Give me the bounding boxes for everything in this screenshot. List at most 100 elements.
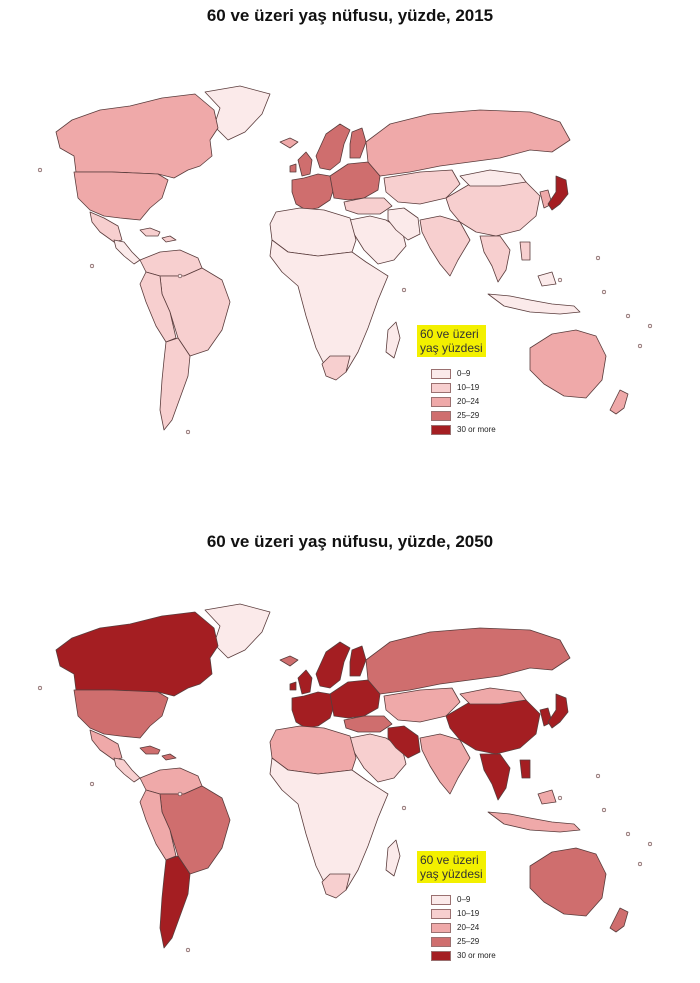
region-south-asia bbox=[419, 215, 471, 277]
island-marker bbox=[401, 287, 407, 293]
island-marker bbox=[637, 861, 643, 867]
world-map-2015 bbox=[37, 85, 653, 435]
region-canada bbox=[55, 93, 219, 179]
island-marker bbox=[647, 841, 653, 847]
island-marker bbox=[177, 273, 183, 279]
island-marker bbox=[601, 807, 607, 813]
region-greenland bbox=[204, 85, 271, 141]
region-southern-cone bbox=[159, 337, 191, 431]
region-southern-cone bbox=[159, 855, 191, 949]
legend-label: 20–24 bbox=[457, 923, 480, 932]
region-japan bbox=[547, 693, 569, 729]
world-map-2050 bbox=[37, 603, 653, 953]
region-iceland bbox=[279, 137, 299, 149]
region-southeast-asia bbox=[479, 753, 531, 801]
region-australia bbox=[529, 329, 607, 399]
legend-2015: 60 ve üzeri yaş yüzdesi 0–9 10–19 20–24 … bbox=[417, 325, 496, 437]
map-title-2050: 60 ve üzeri yaş nüfusu, yüzde, 2050 bbox=[206, 532, 494, 551]
legend-label: 0–9 bbox=[457, 895, 471, 904]
region-australia bbox=[529, 847, 607, 917]
island-marker bbox=[601, 289, 607, 295]
legend-title: 60 ve üzeri yaş yüzdesi bbox=[417, 851, 486, 883]
region-middle-east bbox=[349, 215, 407, 265]
region-uk-ireland bbox=[289, 669, 313, 695]
island-marker bbox=[595, 773, 601, 779]
region-eastern-europe bbox=[329, 161, 381, 201]
island-marker bbox=[37, 167, 43, 173]
region-madagascar bbox=[385, 321, 401, 359]
island-marker bbox=[625, 831, 631, 837]
island-marker bbox=[595, 255, 601, 261]
legend-swatch bbox=[431, 410, 451, 421]
region-uk-ireland bbox=[289, 151, 313, 177]
legend-item: 0–9 bbox=[431, 893, 496, 906]
legend-item: 10–19 bbox=[431, 381, 496, 394]
region-western-europe bbox=[291, 691, 335, 729]
legend-item: 25–29 bbox=[431, 935, 496, 948]
legend-label: 30 or more bbox=[457, 425, 496, 434]
region-central-america bbox=[113, 239, 141, 265]
legend-swatch bbox=[431, 908, 451, 919]
region-mongolia bbox=[459, 687, 527, 705]
region-madagascar bbox=[385, 839, 401, 877]
region-southeast-asia bbox=[479, 235, 531, 283]
region-turkey-caucasus bbox=[343, 715, 393, 733]
island-marker bbox=[557, 795, 563, 801]
region-caribbean bbox=[139, 227, 177, 243]
region-indonesia bbox=[487, 271, 581, 315]
island-marker bbox=[185, 947, 191, 953]
legend-label: 25–29 bbox=[457, 411, 480, 420]
region-iran bbox=[387, 207, 421, 241]
region-new-zealand bbox=[609, 907, 629, 933]
legend-title: 60 ve üzeri yaş yüzdesi bbox=[417, 325, 486, 357]
region-western-europe bbox=[291, 173, 335, 211]
legend-title-line-2: yaş yüzdesi bbox=[420, 341, 483, 355]
island-marker bbox=[557, 277, 563, 283]
region-central-america bbox=[113, 757, 141, 783]
region-japan bbox=[547, 175, 569, 211]
region-usa bbox=[73, 171, 169, 221]
legend-title-line-2: yaş yüzdesi bbox=[420, 867, 483, 881]
legend-swatch bbox=[431, 950, 451, 961]
region-canada bbox=[55, 611, 219, 697]
island-marker bbox=[401, 805, 407, 811]
island-marker bbox=[185, 429, 191, 435]
region-africa bbox=[269, 757, 389, 895]
region-eastern-europe bbox=[329, 679, 381, 719]
region-south-africa bbox=[321, 873, 351, 899]
region-new-zealand bbox=[609, 389, 629, 415]
legend-item: 10–19 bbox=[431, 907, 496, 920]
region-middle-east bbox=[349, 733, 407, 783]
region-caribbean bbox=[139, 745, 177, 761]
legend-label: 10–19 bbox=[457, 383, 480, 392]
island-marker bbox=[89, 263, 95, 269]
legend-title-line-1: 60 ve üzeri bbox=[420, 853, 479, 867]
island-marker bbox=[177, 791, 183, 797]
region-usa bbox=[73, 689, 169, 739]
region-finland bbox=[349, 645, 367, 677]
region-russia bbox=[365, 109, 571, 177]
map-title-2015: 60 ve üzeri yaş nüfusu, yüzde, 2015 bbox=[206, 6, 494, 25]
legend-swatch bbox=[431, 368, 451, 379]
region-mongolia bbox=[459, 169, 527, 187]
legend-label: 30 or more bbox=[457, 951, 496, 960]
island-marker bbox=[37, 685, 43, 691]
legend-swatch bbox=[431, 396, 451, 407]
region-iceland bbox=[279, 655, 299, 667]
legend-swatch bbox=[431, 922, 451, 933]
legend-label: 25–29 bbox=[457, 937, 480, 946]
island-marker bbox=[89, 781, 95, 787]
legend-label: 0–9 bbox=[457, 369, 471, 378]
region-greenland bbox=[204, 603, 271, 659]
legend-item: 20–24 bbox=[431, 395, 496, 408]
legend-item: 25–29 bbox=[431, 409, 496, 422]
region-indonesia bbox=[487, 789, 581, 833]
island-marker bbox=[637, 343, 643, 349]
legend-swatch bbox=[431, 936, 451, 947]
region-scandinavia bbox=[315, 123, 351, 171]
legend-swatch bbox=[431, 424, 451, 435]
legend-title-line-1: 60 ve üzeri bbox=[420, 327, 479, 341]
legend-2050: 60 ve üzeri yaş yüzdesi 0–9 10–19 20–24 … bbox=[417, 851, 496, 963]
region-turkey-caucasus bbox=[343, 197, 393, 215]
region-south-asia bbox=[419, 733, 471, 795]
